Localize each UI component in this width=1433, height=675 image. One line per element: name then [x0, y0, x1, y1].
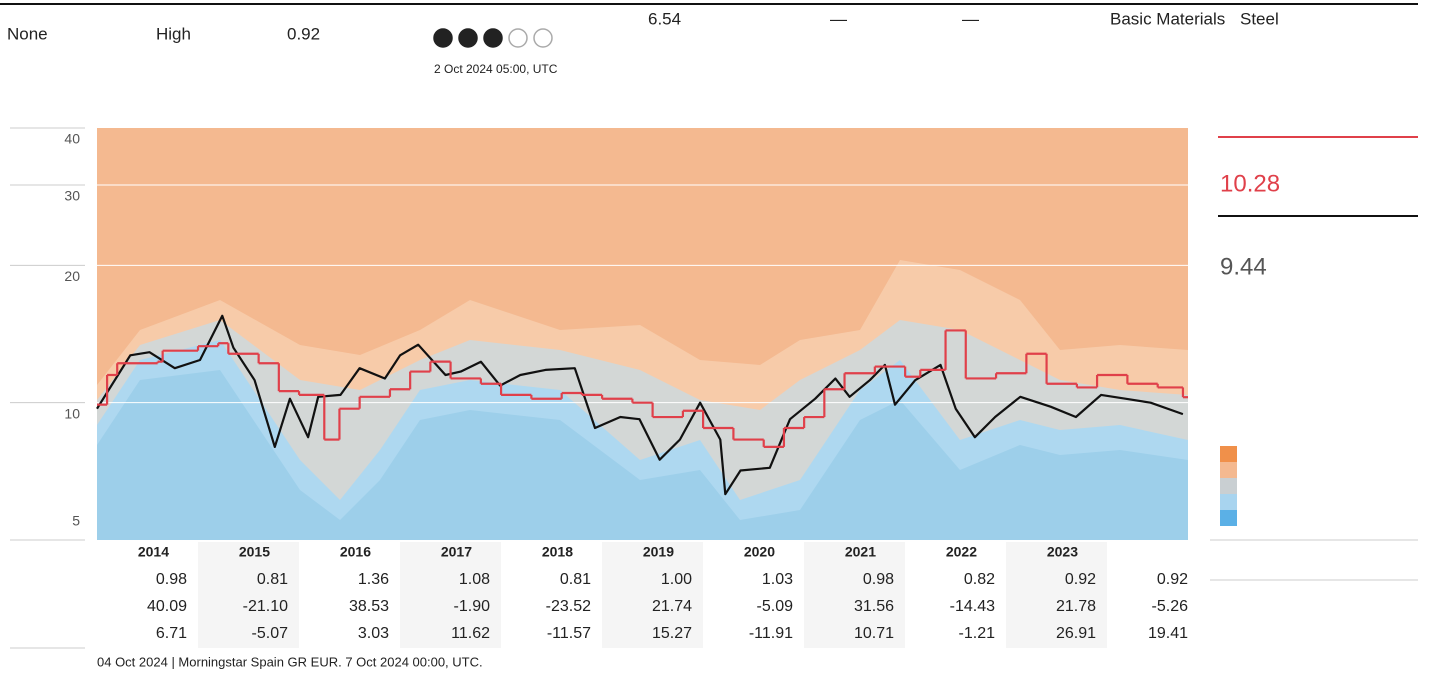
cell: 21.78 — [1056, 598, 1096, 615]
cell: -23.52 — [546, 598, 591, 615]
cell: 1.36 — [358, 571, 389, 588]
field: — — [962, 9, 979, 28]
swatch — [1220, 494, 1237, 510]
swatch — [1220, 478, 1237, 494]
cell: 10.71 — [854, 625, 894, 642]
cell: 0.81 — [560, 571, 591, 588]
y-tick-label: 5 — [72, 513, 80, 529]
rating-globe — [533, 28, 553, 48]
cell: 1.00 — [661, 571, 692, 588]
cell: -5.09 — [757, 598, 794, 615]
legend-value: 10.28 — [1220, 170, 1280, 197]
cell: -1.21 — [959, 625, 996, 642]
cell: 40.09 — [147, 598, 187, 615]
field: — — [830, 9, 847, 28]
column-shade — [804, 542, 905, 648]
field: 0.92 — [287, 24, 320, 43]
rating — [433, 28, 553, 48]
cell: -21.10 — [243, 598, 288, 615]
cell: 31.56 — [854, 598, 894, 615]
cell: 38.53 — [349, 598, 389, 615]
field: High — [156, 24, 191, 43]
column-shade — [1006, 542, 1107, 648]
column-header: 2017 — [441, 544, 472, 560]
rating-globe — [433, 28, 453, 48]
cell: 15.27 — [652, 625, 692, 642]
column-header: 2022 — [946, 544, 977, 560]
column-shade — [198, 542, 299, 648]
cell: -5.07 — [252, 625, 289, 642]
rating-globe — [458, 28, 478, 48]
column-shade — [602, 542, 703, 648]
cell: -11.57 — [547, 625, 591, 642]
cell: 0.92 — [1157, 571, 1188, 588]
column-header: 2016 — [340, 544, 371, 560]
y-tick-label: 10 — [64, 405, 80, 421]
rating-globe — [483, 28, 503, 48]
column-header: 2018 — [542, 544, 573, 560]
cell: -11.91 — [749, 625, 793, 642]
cell: 19.41 — [1148, 625, 1188, 642]
column-header: 2015 — [239, 544, 270, 560]
field: 6.54 — [648, 9, 681, 28]
field: Basic Materials — [1110, 9, 1225, 28]
cell: 6.71 — [156, 625, 187, 642]
swatch — [1220, 462, 1237, 478]
rating-globe — [508, 28, 528, 48]
y-tick-label: 40 — [64, 131, 80, 147]
column-header: 2020 — [744, 544, 775, 560]
footer: 04 Oct 2024 | Morningstar Spain GR EUR. … — [97, 654, 483, 669]
price-line — [96, 314, 1184, 496]
y-tick-label: 20 — [64, 268, 80, 284]
field: None — [7, 24, 48, 43]
cell: -1.90 — [454, 598, 491, 615]
column-header: 2019 — [643, 544, 674, 560]
swatch — [1220, 510, 1237, 526]
cell: 0.82 — [964, 571, 995, 588]
cell: 0.98 — [156, 571, 187, 588]
y-tick-label: 30 — [64, 188, 80, 204]
cell: 26.91 — [1056, 625, 1096, 642]
legend-value: 9.44 — [1220, 253, 1267, 280]
column-header: 2021 — [845, 544, 876, 560]
cell: 0.92 — [1065, 571, 1096, 588]
column-header: 2014 — [138, 544, 169, 560]
cell: -14.43 — [950, 598, 995, 615]
field: Steel — [1240, 9, 1279, 28]
table: 2014 0.98 40.09 6.71 2015 0.81 -21.10 -5.07 2016… — [138, 542, 1188, 648]
cell: 11.62 — [451, 625, 490, 642]
column-shade — [400, 542, 501, 648]
cell: -5.26 — [1152, 598, 1189, 615]
swatch — [1220, 446, 1237, 462]
cell: 0.81 — [257, 571, 288, 588]
band-lowest — [97, 370, 1188, 540]
swatches — [1220, 446, 1237, 526]
cell: 3.03 — [358, 625, 389, 642]
cell: 1.08 — [459, 571, 490, 588]
rating-date: 2 Oct 2024 05:00, UTC — [434, 62, 558, 76]
column-header: 2023 — [1047, 544, 1078, 560]
cell: 21.74 — [652, 598, 692, 615]
cell: 1.03 — [762, 571, 793, 588]
cell: 0.98 — [863, 571, 894, 588]
